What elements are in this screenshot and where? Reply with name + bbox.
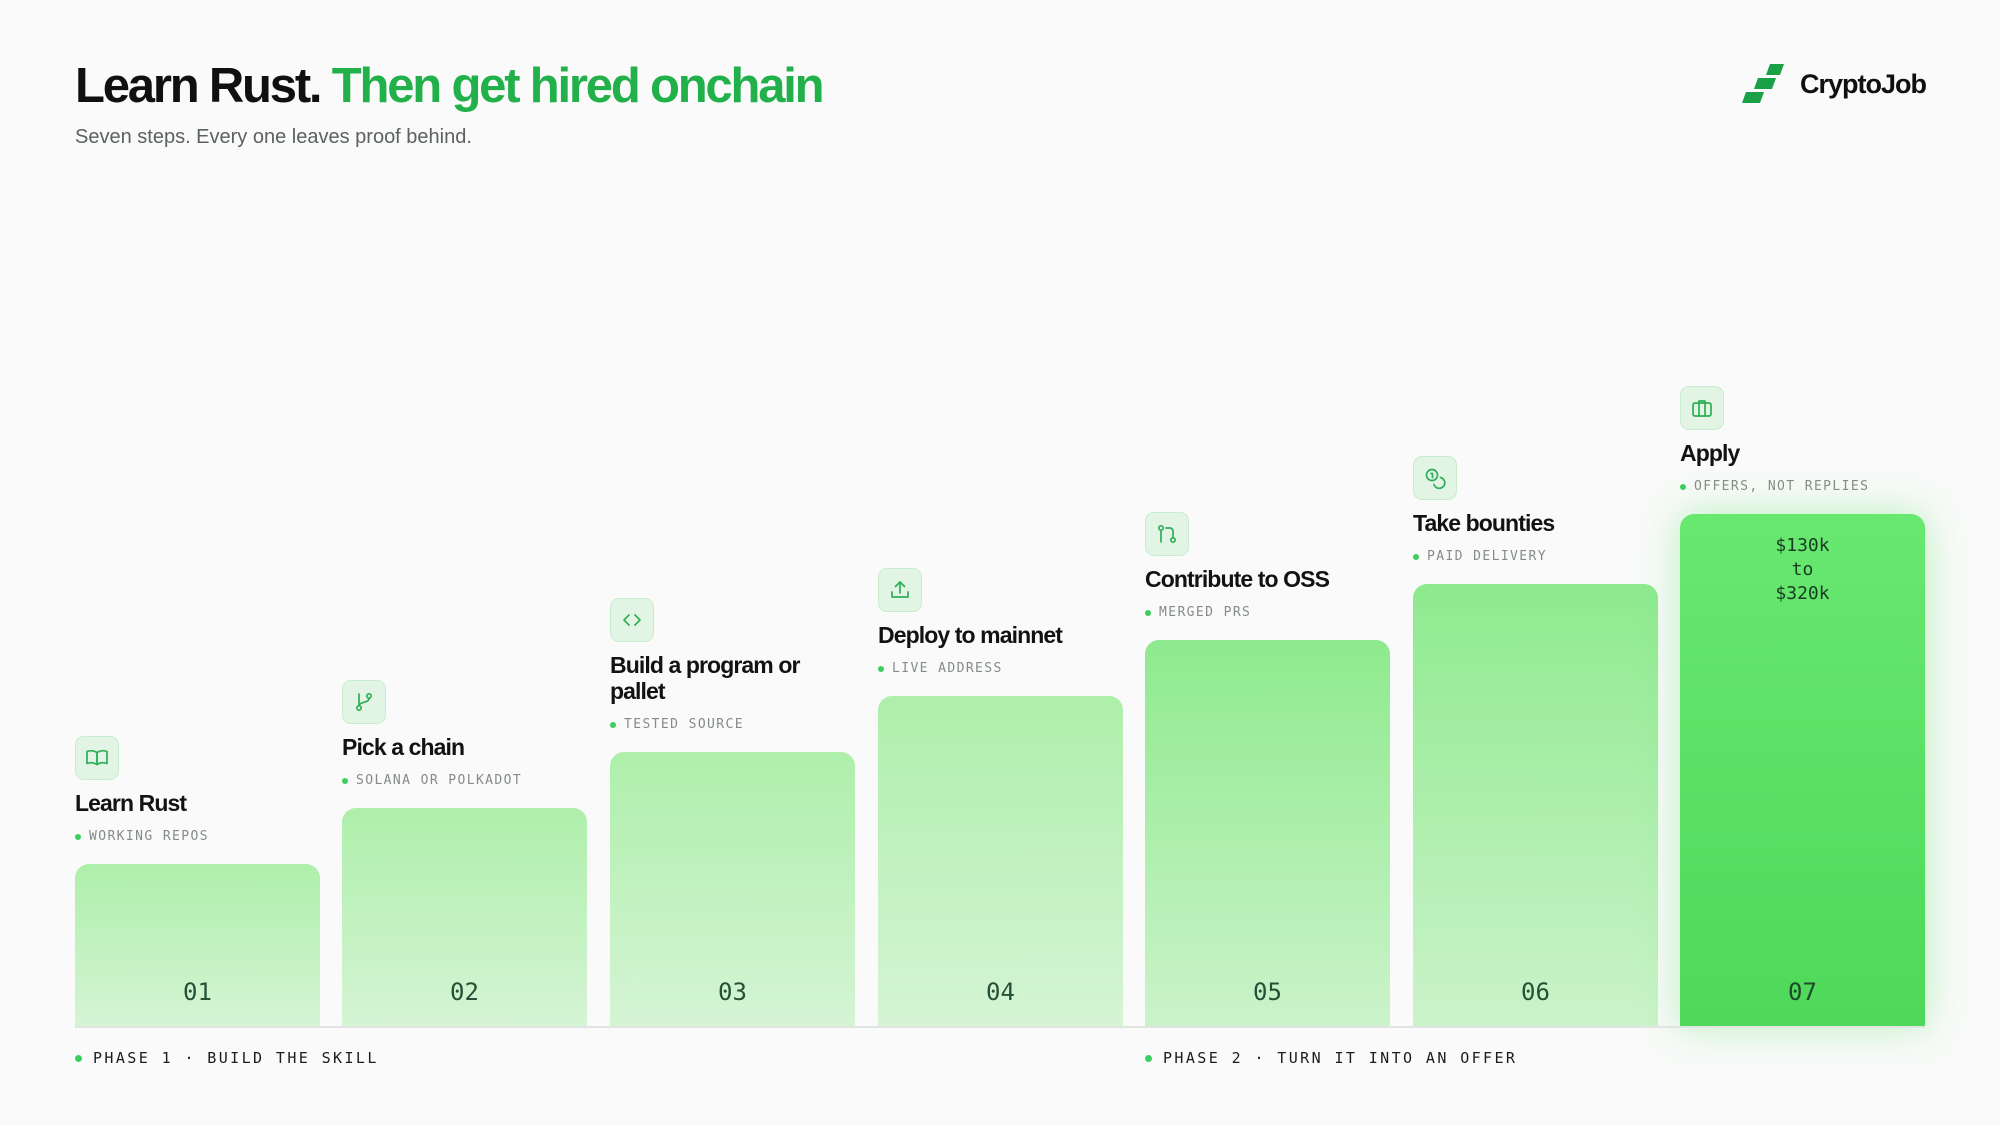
step-title: Contribute to OSS: [1145, 566, 1330, 592]
tag-dot: [1413, 553, 1419, 560]
step-bar: 01: [75, 864, 320, 1026]
step-number: 01: [183, 978, 212, 1006]
step-4: Deploy to mainnet LIVE ADDRESS 04: [878, 568, 1123, 1026]
step-tag-label: SOLANA OR POLKADOT: [356, 773, 523, 788]
baseline-divider: [75, 1026, 1925, 1028]
step-6: Take bounties PAID DELIVERY 06: [1413, 456, 1658, 1026]
briefcase-icon: [1680, 386, 1724, 430]
tag-dot: [1145, 609, 1151, 616]
step-tag-label: PAID DELIVERY: [1427, 549, 1547, 564]
book-icon: [75, 736, 119, 780]
page-subtitle: Seven steps. Every one leaves proof behi…: [75, 126, 472, 148]
phase-1-label: PHASE 1 · BUILD THE SKILL: [75, 1049, 379, 1067]
upload-icon: [878, 568, 922, 612]
step-tag: WORKING REPOS: [75, 829, 209, 844]
step-number: 07: [1788, 978, 1817, 1006]
tag-dot: [610, 721, 616, 728]
title-green-part: Then get hired onchain: [331, 59, 825, 113]
step-tag: OFFERS, NOT REPLIES: [1680, 479, 1869, 494]
step-title: Deploy to mainnet: [878, 622, 1063, 648]
stairs-logo-icon: [1742, 64, 1784, 103]
salary-high: $320k: [1775, 583, 1830, 604]
tag-dot: [1680, 483, 1686, 490]
step-tag-label: WORKING REPOS: [89, 829, 209, 844]
pull-request-icon: [1145, 512, 1189, 556]
step-tag: MERGED PRS: [1145, 605, 1251, 620]
step-tag-label: OFFERS, NOT REPLIES: [1694, 479, 1870, 494]
step-number: 03: [718, 978, 747, 1006]
coins-icon: [1413, 456, 1457, 500]
step-title: Apply: [1680, 440, 1740, 466]
brand-name: CryptoJob: [1800, 68, 1927, 99]
step-bar: 04: [878, 696, 1123, 1026]
step-number: 05: [1253, 978, 1282, 1006]
step-3: Build a program or pallet TESTED SOURCE …: [610, 598, 855, 1026]
step-number: 02: [450, 978, 479, 1006]
phase-label: PHASE 2 · TURN IT INTO AN OFFER: [1163, 1049, 1518, 1067]
step-title: Learn Rust: [75, 790, 187, 816]
step-1: Learn Rust WORKING REPOS 01: [75, 736, 320, 1026]
step-tag: TESTED SOURCE: [610, 717, 744, 732]
code-icon: [610, 598, 654, 642]
tag-dot: [342, 777, 348, 784]
step-bar: 03: [610, 752, 855, 1026]
step-number: 06: [1521, 978, 1550, 1006]
phase-2-label: PHASE 2 · TURN IT INTO AN OFFER: [1145, 1049, 1517, 1067]
step-tag-label: LIVE ADDRESS: [892, 661, 1003, 676]
phase-dot: [75, 1054, 82, 1062]
step-number: 04: [986, 978, 1015, 1006]
phase-label: PHASE 1 · BUILD THE SKILL: [93, 1049, 379, 1067]
step-tag: SOLANA OR POLKADOT: [342, 773, 522, 788]
step-bar: 02: [342, 808, 587, 1026]
step-tag: PAID DELIVERY: [1413, 549, 1547, 564]
step-title: Build a program or pallet: [610, 652, 800, 704]
step-bar: 05: [1145, 640, 1390, 1026]
step-tag-label: TESTED SOURCE: [624, 717, 744, 732]
page-title: Learn Rust. Then get hired onchain: [75, 56, 825, 116]
step-tag: LIVE ADDRESS: [878, 661, 1003, 676]
step-bar: 06: [1413, 584, 1658, 1026]
branch-icon: [342, 680, 386, 724]
step-title: Take bounties: [1413, 510, 1555, 536]
step-bar-final: $130k to $320k 07: [1680, 514, 1925, 1026]
phase-dot: [1145, 1054, 1152, 1062]
salary-low: $130k: [1775, 535, 1830, 556]
step-tag-label: MERGED PRS: [1159, 605, 1252, 620]
step-2: Pick a chain SOLANA OR POLKADOT 02: [342, 680, 587, 1026]
step-5: Contribute to OSS MERGED PRS 05: [1145, 512, 1390, 1026]
tag-dot: [75, 833, 81, 840]
step-title: Pick a chain: [342, 734, 465, 760]
tag-dot: [878, 665, 884, 672]
salary-range: $130k to $320k: [1680, 534, 1925, 606]
step-7: Apply OFFERS, NOT REPLIES $130k to $320k…: [1680, 386, 1925, 1026]
brand: CryptoJob: [1742, 64, 1927, 104]
title-dark-part: Learn Rust.: [75, 59, 323, 113]
salary-to: to: [1791, 559, 1814, 580]
